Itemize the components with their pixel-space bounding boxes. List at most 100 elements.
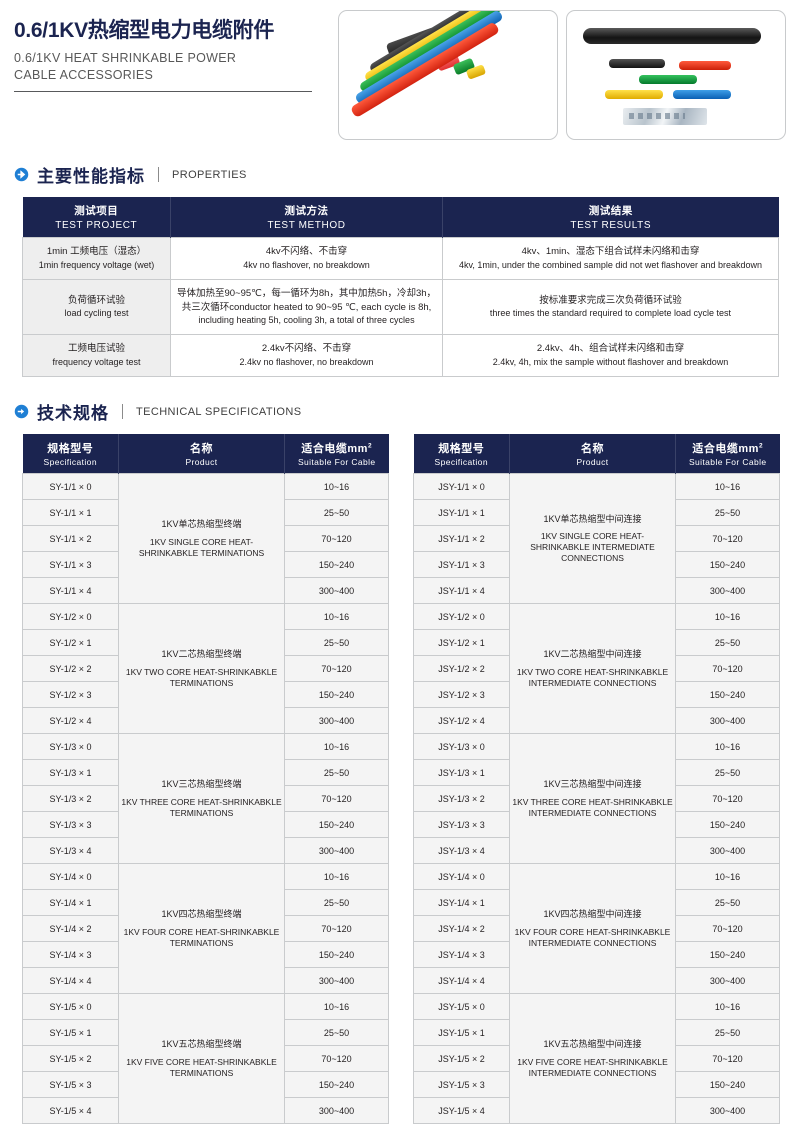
cell-specification: JSY-1/2 × 0 (413, 603, 510, 631)
specification-table-terminations: 规格型号 Specification 名称 Product 适合电缆mm2 Suitabl… (22, 434, 389, 1124)
page-title-en-line1: 0.6/1KV HEAT SHRINKABLE POWER (14, 51, 237, 65)
cell-specification: SY-1/3 × 0 (22, 733, 119, 761)
cell-specification: SY-1/3 × 2 (22, 785, 119, 813)
product-name-en: 1KV SINGLE CORE HEAT-SHRINKABKLE TERMINA… (138, 536, 265, 558)
cell-suitable-cable: 70~120 (284, 655, 389, 683)
product-name-en: 1KV THREE CORE HEAT-SHRINKABKLE TERMINAT… (121, 796, 282, 818)
cell-suitable-cable: 150~240 (284, 681, 389, 709)
col-header-cn: 适合电缆mm2 (301, 442, 373, 456)
table-row: JSY-1/1 × 0 1KV单芯热缩型中间连接 1KV SINGLE CORE H… (413, 473, 780, 605)
cell-suitable-cable: 25~50 (675, 499, 780, 527)
sealed-packet-icon (623, 108, 707, 125)
product-name-en: 1KV THREE CORE HEAT-SHRINKABKLE INTERMED… (512, 796, 673, 818)
section-title-cn: 主要性能指标 (37, 167, 145, 186)
cell-test-result: 4kv、1min、湿态下组合试样未闪络和击穿 4kv, 1min, under … (442, 237, 779, 280)
table-row: JSY-1/4 × 0 1KV四芯热缩型中间连接 1KV FOUR CORE HEA… (413, 863, 780, 995)
product-photos (338, 10, 786, 140)
column-header-product: 名称 Product (509, 434, 676, 474)
table-row: SY-1/4 × 3 150~240 (22, 941, 389, 969)
col-header-cn: 名称 (190, 443, 213, 456)
col-header-en: TEST METHOD (267, 220, 346, 231)
product-name-en: 1KV TWO CORE HEAT-SHRINKABKLE TERMINATIO… (125, 666, 278, 688)
cell-product: 1KV单芯热缩型终端 1KV SINGLE CORE HEAT-SHRINKABK… (118, 473, 285, 605)
section-title-cn: 技术规格 (37, 404, 109, 424)
cell-specification: SY-1/2 × 4 (22, 707, 119, 735)
black-large-tube-icon (583, 28, 761, 44)
cell-specification: JSY-1/3 × 1 (413, 759, 510, 787)
cell-suitable-cable: 25~50 (675, 889, 780, 917)
table-row: SY-1/1 × 4 300~400 (22, 577, 389, 605)
table-row: JSY-1/1 × 1 25~50 (413, 499, 780, 527)
table-row: SY-1/3 × 2 70~120 (22, 785, 389, 813)
cell-suitable-cable: 25~50 (675, 1019, 780, 1047)
cell-suitable-cable: 150~240 (284, 1071, 389, 1099)
cell-specification: JSY-1/5 × 1 (413, 1019, 510, 1047)
cell-test-method: 4kv不闪络、不击穿 4kv no flashover, no breakdow… (170, 237, 443, 280)
cell-product: 1KV四芯热缩型终端 1KV FOUR CORE HEAT-SHRINKABKLE… (118, 863, 285, 995)
section-title-en: PROPERTIES (172, 168, 247, 181)
cell-specification: SY-1/1 × 3 (22, 551, 119, 579)
cell-specification: SY-1/2 × 3 (22, 681, 119, 709)
table-row: JSY-1/3 × 0 1KV三芯热缩型中间连接 1KV THREE CORE HE… (413, 733, 780, 865)
col-header-cn: 测试项目 (74, 205, 119, 217)
cell-specification: SY-1/1 × 1 (22, 499, 119, 527)
cell-suitable-cable: 10~16 (675, 863, 780, 891)
product-name-en: 1KV FIVE CORE HEAT-SHRINKABKLE INTERMEDI… (517, 1056, 668, 1078)
cell-suitable-cable: 10~16 (675, 993, 780, 1021)
table-row: SY-1/3 × 4 300~400 (22, 837, 389, 865)
cell-specification: JSY-1/5 × 2 (413, 1045, 510, 1073)
table-header-row: 规格型号 Specification 名称 Product 适合电缆mm2 Suitabl… (22, 434, 389, 474)
product-name-cn: 1KV二芯热缩型终端 (161, 649, 242, 660)
column-header-test-method: 测试方法 TEST METHOD (170, 197, 443, 238)
cell-specification: SY-1/1 × 0 (22, 473, 119, 501)
yellow-tube-icon (605, 90, 663, 99)
cell-product: 1KV五芯热缩型终端 1KV FIVE CORE HEAT-SHRINKABKLE… (118, 993, 285, 1124)
cell-suitable-cable: 10~16 (284, 733, 389, 761)
table-row: JSY-1/2 × 3 150~240 (413, 681, 780, 709)
cell-specification: JSY-1/2 × 4 (413, 707, 510, 735)
unit-superscript: 2 (367, 442, 373, 450)
product-name-cn: 1KV五芯热缩型中间连接 (543, 1039, 642, 1050)
page-header: 0.6/1KV热缩型电力电缆附件 0.6/1KV HEAT SHRINKABLE… (0, 0, 800, 140)
cell-specification: SY-1/5 × 4 (22, 1097, 119, 1124)
col-header-cn: 适合电缆mm2 (692, 442, 764, 456)
table-row: JSY-1/1 × 4 300~400 (413, 577, 780, 605)
cell-specification: SY-1/2 × 0 (22, 603, 119, 631)
col-header-cn: 测试方法 (284, 205, 329, 217)
cell-specification: SY-1/5 × 2 (22, 1045, 119, 1073)
table-header-row: 规格型号 Specification 名称 Product 适合电缆mm2 Suitabl… (413, 434, 780, 474)
table-row: JSY-1/5 × 0 1KV五芯热缩型中间连接 1KV FIVE CORE HEA… (413, 993, 780, 1124)
cell-specification: SY-1/4 × 1 (22, 889, 119, 917)
cell-specification: JSY-1/4 × 2 (413, 915, 510, 943)
col-header-en: TEST RESULTS (570, 220, 652, 231)
product-name-cn: 1KV三芯热缩型中间连接 (543, 779, 642, 790)
cell-suitable-cable: 300~400 (675, 837, 780, 865)
cell-specification: JSY-1/1 × 1 (413, 499, 510, 527)
cell-suitable-cable: 150~240 (675, 551, 780, 579)
table-row: SY-1/3 × 0 1KV三芯热缩型终端 1KV THREE CORE HEAT-… (22, 733, 389, 865)
cell-specification: SY-1/2 × 2 (22, 655, 119, 683)
cell-specification: SY-1/4 × 4 (22, 967, 119, 995)
cell-suitable-cable: 10~16 (284, 993, 389, 1021)
cell-suitable-cable: 25~50 (284, 889, 389, 917)
table-row: SY-1/4 × 2 70~120 (22, 915, 389, 943)
cell-test-project: 工频电压试验 frequency voltage test (22, 334, 171, 378)
column-header-specification: 规格型号 Specification (22, 434, 119, 474)
cell-suitable-cable: 10~16 (284, 863, 389, 891)
product-name-cn: 1KV单芯热缩型中间连接 (543, 513, 642, 524)
section-title-divider (122, 404, 123, 420)
col-header-cn: 测试结果 (588, 205, 633, 217)
col-header-cn: 名称 (581, 443, 604, 456)
col-header-en: TEST PROJECT (55, 220, 138, 231)
cell-suitable-cable: 25~50 (675, 759, 780, 787)
cell-product: 1KV四芯热缩型中间连接 1KV FOUR CORE HEAT-SHRINKABK… (509, 863, 676, 995)
table-row: JSY-1/2 × 1 25~50 (413, 629, 780, 657)
cell-specification: JSY-1/5 × 0 (413, 993, 510, 1021)
cell-suitable-cable: 150~240 (675, 941, 780, 969)
cell-suitable-cable: 300~400 (675, 577, 780, 605)
column-header-specification: 规格型号 Specification (413, 434, 510, 474)
column-header-suitable-cable: 适合电缆mm2 Suitable For Cable (284, 434, 389, 474)
page-title-en: 0.6/1KV HEAT SHRINKABLE POWER CABLE ACCE… (14, 50, 338, 84)
cell-suitable-cable: 70~120 (284, 785, 389, 813)
cell-test-method: 导体加热至90~95℃，每一循环为8h，其中加热5h，冷却3h， 共三次循环co… (170, 278, 443, 336)
